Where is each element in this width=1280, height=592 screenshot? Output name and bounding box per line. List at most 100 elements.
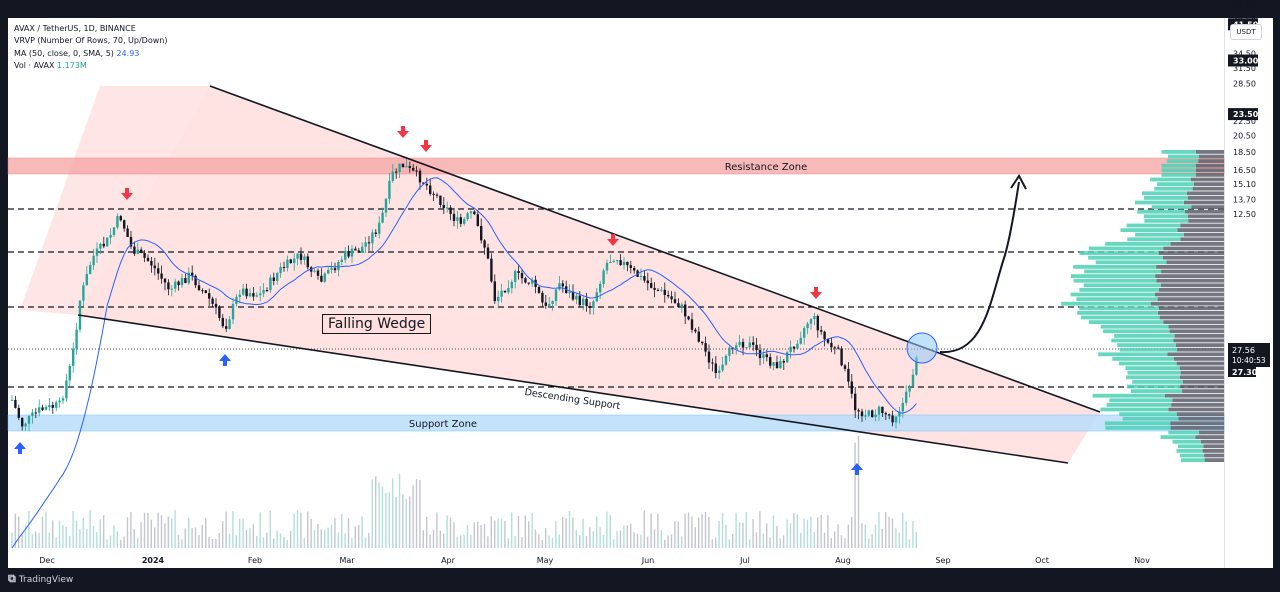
descending-resistance-line[interactable] (209, 85, 1101, 413)
candle-body (769, 357, 772, 366)
candle-body (558, 283, 561, 290)
candle-body (85, 273, 88, 286)
vrvp-indicator[interactable]: VRVP (Number Of Rows, 70, Up/Down) (14, 36, 168, 46)
prev-price-tag[interactable] (1228, 366, 1256, 377)
volume-bar (725, 524, 727, 548)
profile-up-bar (1177, 444, 1204, 449)
volume-bar (715, 537, 717, 548)
ma-indicator[interactable]: MA (50, close, 0, SMA, 5) 24.93 (14, 48, 140, 58)
candle-body (446, 207, 449, 209)
candle-body (775, 362, 779, 369)
volume-bar (109, 535, 112, 548)
candle-body (463, 219, 466, 224)
profile-up-bar (1166, 159, 1199, 163)
candle-body (677, 303, 680, 308)
candle-body (806, 323, 809, 329)
volume-bar (738, 522, 741, 548)
resistance-zone-box[interactable] (7, 157, 1225, 175)
candle-body (541, 292, 544, 303)
profile-down-bar (1168, 324, 1224, 329)
profile-up-bar (1144, 219, 1189, 223)
candle-body (146, 257, 150, 261)
volume-bar (327, 527, 329, 548)
volume-bar (558, 534, 560, 548)
candle-body (626, 261, 629, 266)
footer-brand[interactable]: ⧉ TradingView (8, 572, 74, 585)
profile-up-bar (1070, 274, 1156, 278)
profile-down-bar (1170, 421, 1224, 426)
profile-down-bar (1158, 311, 1224, 315)
candle-body (762, 354, 765, 359)
candle-body (357, 250, 360, 253)
arrow-down-icon (121, 188, 133, 200)
volume-bar (211, 539, 214, 548)
volume-bar (534, 529, 537, 548)
candle-body (116, 216, 119, 228)
candle-body (911, 374, 915, 386)
candle-body (884, 413, 887, 415)
candle-body (89, 265, 92, 274)
current-price-tag[interactable] (1228, 343, 1270, 367)
volume-bar (303, 538, 305, 548)
candle-body (102, 243, 105, 247)
candle-body (92, 255, 95, 266)
volume-value: 1.173M (57, 61, 87, 71)
candle-body (123, 220, 126, 229)
candle-body (585, 298, 588, 307)
volume-bar (504, 520, 506, 548)
volume-bar (891, 518, 894, 548)
symbol-info[interactable]: AVAX / TetherUS, 1D, BINANCE (14, 24, 136, 33)
level-tag[interactable] (1228, 108, 1258, 121)
candle-body (517, 271, 520, 273)
profile-down-bar (1180, 223, 1224, 228)
volume-bar (398, 473, 401, 548)
volume-bar (630, 523, 632, 548)
candle-body (894, 416, 898, 423)
candle-body (480, 226, 483, 241)
breakout-circle[interactable] (906, 332, 938, 364)
breakout-projection-arrow[interactable] (939, 181, 1020, 354)
volume-bar (820, 515, 822, 548)
profile-up-bar (1122, 416, 1179, 421)
candle-body (378, 222, 381, 234)
candle-body (391, 171, 394, 181)
candle-body (398, 163, 401, 173)
candle-body (61, 398, 65, 401)
profile-down-bar (1178, 416, 1224, 421)
volume-indicator[interactable]: Vol · AVAX 1.173M (14, 61, 87, 71)
candle-body (187, 272, 190, 283)
volume-bar (565, 518, 567, 548)
descending-support-line[interactable] (77, 314, 1069, 464)
volume-bar (351, 538, 353, 548)
volume-bar (487, 536, 489, 548)
volume-bar (507, 538, 509, 548)
profile-up-bar (1076, 297, 1158, 301)
currency-unit-button[interactable]: USDT (1230, 24, 1262, 40)
support-zone-box[interactable] (7, 414, 1225, 432)
volume-bar (65, 526, 67, 548)
current-price-label: 27.56 (1232, 346, 1255, 355)
profile-up-bar (1161, 163, 1196, 168)
candle-body (133, 246, 136, 254)
volume-bar (660, 530, 662, 548)
volume-bar (181, 539, 183, 548)
profile-up-bar (1126, 375, 1180, 380)
volume-bar (86, 529, 88, 548)
candle-body (578, 295, 581, 306)
candle-body (490, 258, 493, 282)
candle-body (789, 346, 792, 353)
candle-body (299, 253, 303, 260)
profile-down-bar (1195, 163, 1224, 168)
volume-bar (147, 513, 149, 548)
candle-body (55, 402, 58, 408)
candle-body (612, 260, 615, 262)
time-tick: Mar (339, 556, 355, 565)
profile-up-bar (1161, 168, 1196, 173)
level-tag[interactable] (1228, 0, 1258, 1)
profile-down-bar (1159, 315, 1224, 320)
volume-bar (330, 524, 333, 548)
volume-bar (888, 516, 890, 548)
volume-bar (201, 524, 203, 548)
level-tag[interactable] (1228, 54, 1258, 67)
